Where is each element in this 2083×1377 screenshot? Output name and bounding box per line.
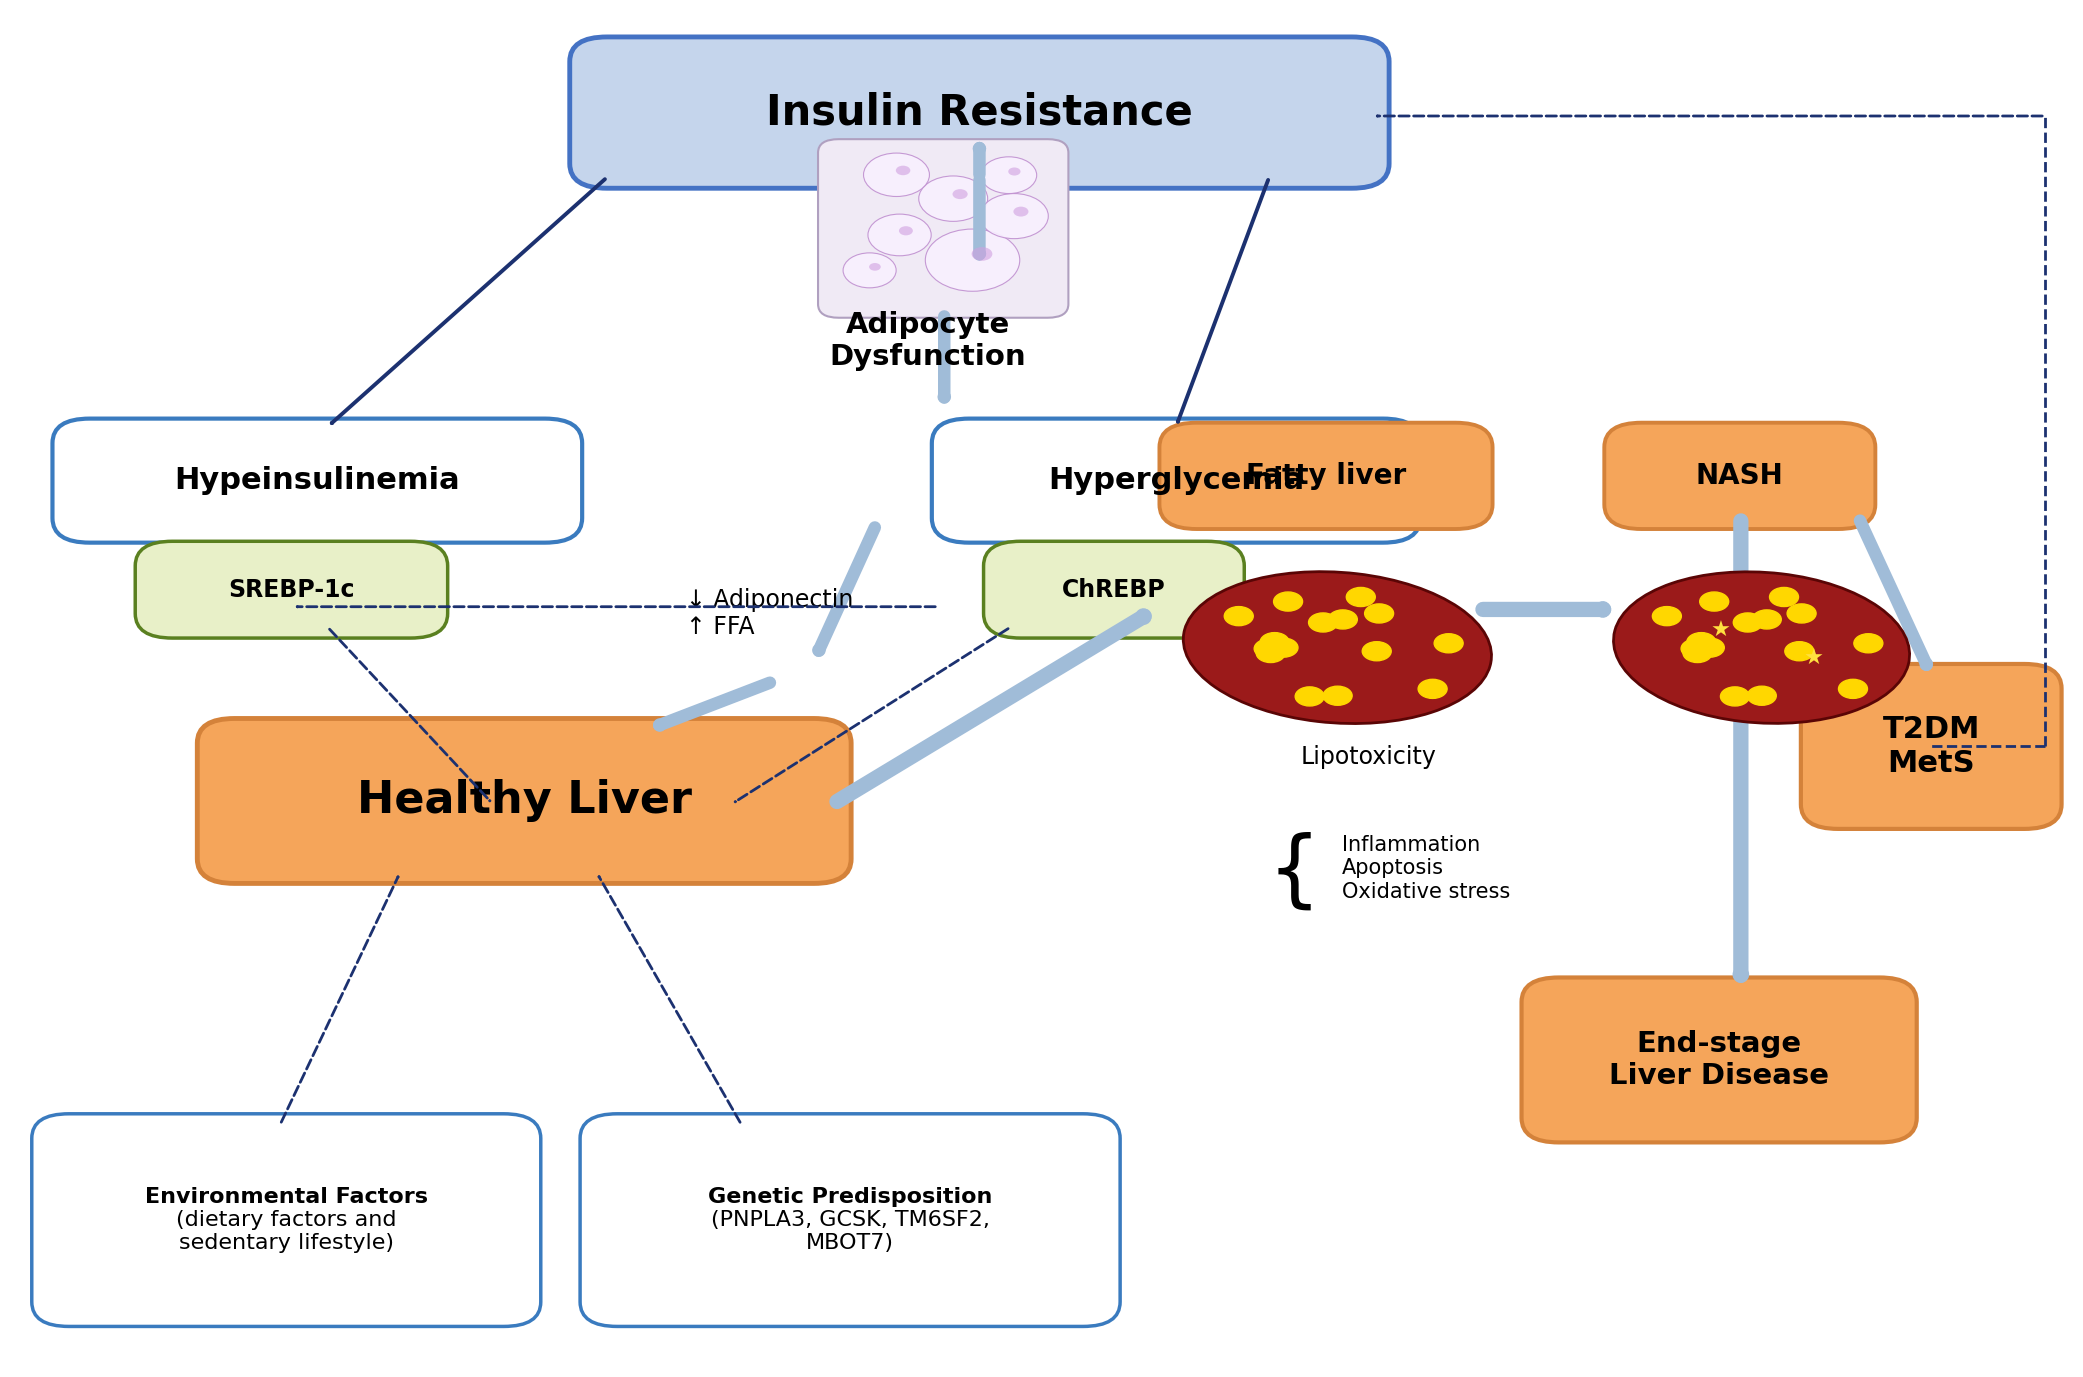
Circle shape: [1721, 687, 1750, 706]
Circle shape: [1346, 588, 1375, 606]
Circle shape: [925, 229, 1021, 292]
Text: Adipocyte
Dysfunction: Adipocyte Dysfunction: [829, 311, 1027, 372]
Text: (dietary factors and: (dietary factors and: [177, 1210, 396, 1230]
Ellipse shape: [1183, 571, 1491, 723]
FancyBboxPatch shape: [31, 1114, 542, 1326]
FancyBboxPatch shape: [52, 419, 581, 543]
FancyBboxPatch shape: [1160, 423, 1494, 529]
Text: Genetic Predisposition: Genetic Predisposition: [708, 1187, 992, 1208]
Circle shape: [1752, 610, 1781, 629]
Circle shape: [981, 157, 1037, 194]
Ellipse shape: [1614, 571, 1910, 723]
Circle shape: [1681, 639, 1710, 658]
Circle shape: [1308, 613, 1337, 632]
Text: Hypeinsulinemia: Hypeinsulinemia: [175, 467, 460, 496]
Text: Insulin Resistance: Insulin Resistance: [767, 92, 1194, 134]
Text: ★: ★: [1804, 649, 1823, 668]
Text: SREBP-1c: SREBP-1c: [229, 578, 354, 602]
FancyBboxPatch shape: [571, 37, 1389, 189]
Text: ★: ★: [1710, 621, 1731, 642]
Circle shape: [1296, 687, 1325, 706]
Text: Inflammation
Apoptosis
Oxidative stress: Inflammation Apoptosis Oxidative stress: [1341, 836, 1510, 902]
Circle shape: [1771, 588, 1798, 606]
Circle shape: [1683, 643, 1712, 662]
Text: Hyperglycemia: Hyperglycemia: [1048, 467, 1304, 496]
Circle shape: [1256, 643, 1285, 662]
Text: ChREBP: ChREBP: [1062, 578, 1166, 602]
Circle shape: [1273, 592, 1302, 611]
Circle shape: [1435, 633, 1462, 653]
Text: MBOT7): MBOT7): [806, 1232, 894, 1253]
Circle shape: [1008, 168, 1021, 175]
Text: {: {: [1266, 832, 1321, 913]
Circle shape: [1269, 638, 1298, 657]
Circle shape: [1225, 607, 1254, 625]
Text: sedentary lifestyle): sedentary lifestyle): [179, 1232, 394, 1253]
Text: (PNPLA3, GCSK, TM6SF2,: (PNPLA3, GCSK, TM6SF2,: [710, 1210, 989, 1230]
Circle shape: [1748, 686, 1777, 705]
Circle shape: [844, 253, 896, 288]
Circle shape: [1260, 632, 1289, 651]
Circle shape: [1652, 607, 1681, 625]
Circle shape: [1839, 679, 1868, 698]
Text: Healthy Liver: Healthy Liver: [356, 779, 692, 822]
Circle shape: [869, 263, 881, 271]
Circle shape: [1854, 633, 1883, 653]
FancyBboxPatch shape: [1604, 423, 1875, 529]
FancyBboxPatch shape: [579, 1114, 1121, 1326]
FancyBboxPatch shape: [931, 419, 1421, 543]
Circle shape: [1323, 686, 1352, 705]
Circle shape: [1419, 679, 1448, 698]
Text: ↓ Adiponectin
↑ FFA: ↓ Adiponectin ↑ FFA: [685, 588, 852, 639]
Circle shape: [919, 176, 987, 222]
FancyBboxPatch shape: [1802, 664, 2062, 829]
Circle shape: [1733, 613, 1762, 632]
Circle shape: [952, 189, 969, 200]
Circle shape: [1785, 642, 1814, 661]
Circle shape: [1362, 642, 1391, 661]
Circle shape: [864, 153, 929, 197]
Circle shape: [1696, 638, 1725, 657]
Circle shape: [1329, 610, 1358, 629]
Text: End-stage
Liver Disease: End-stage Liver Disease: [1610, 1030, 1829, 1091]
Circle shape: [896, 165, 910, 175]
Text: Environmental Factors: Environmental Factors: [146, 1187, 427, 1208]
Circle shape: [869, 213, 931, 256]
Text: Lipotoxicity: Lipotoxicity: [1300, 745, 1437, 768]
Circle shape: [1364, 605, 1394, 622]
FancyBboxPatch shape: [1521, 978, 1916, 1143]
Text: Fatty liver: Fatty liver: [1246, 461, 1406, 490]
Circle shape: [1787, 605, 1816, 622]
Text: NASH: NASH: [1696, 461, 1783, 490]
Circle shape: [1700, 592, 1729, 611]
Text: T2DM
MetS: T2DM MetS: [1883, 715, 1981, 778]
Circle shape: [1687, 632, 1716, 651]
Circle shape: [900, 226, 912, 235]
Circle shape: [1254, 639, 1283, 658]
FancyBboxPatch shape: [983, 541, 1244, 638]
Circle shape: [971, 246, 992, 260]
FancyBboxPatch shape: [819, 139, 1069, 318]
Circle shape: [979, 194, 1048, 238]
FancyBboxPatch shape: [198, 719, 852, 884]
FancyBboxPatch shape: [135, 541, 448, 638]
Circle shape: [1014, 207, 1029, 216]
